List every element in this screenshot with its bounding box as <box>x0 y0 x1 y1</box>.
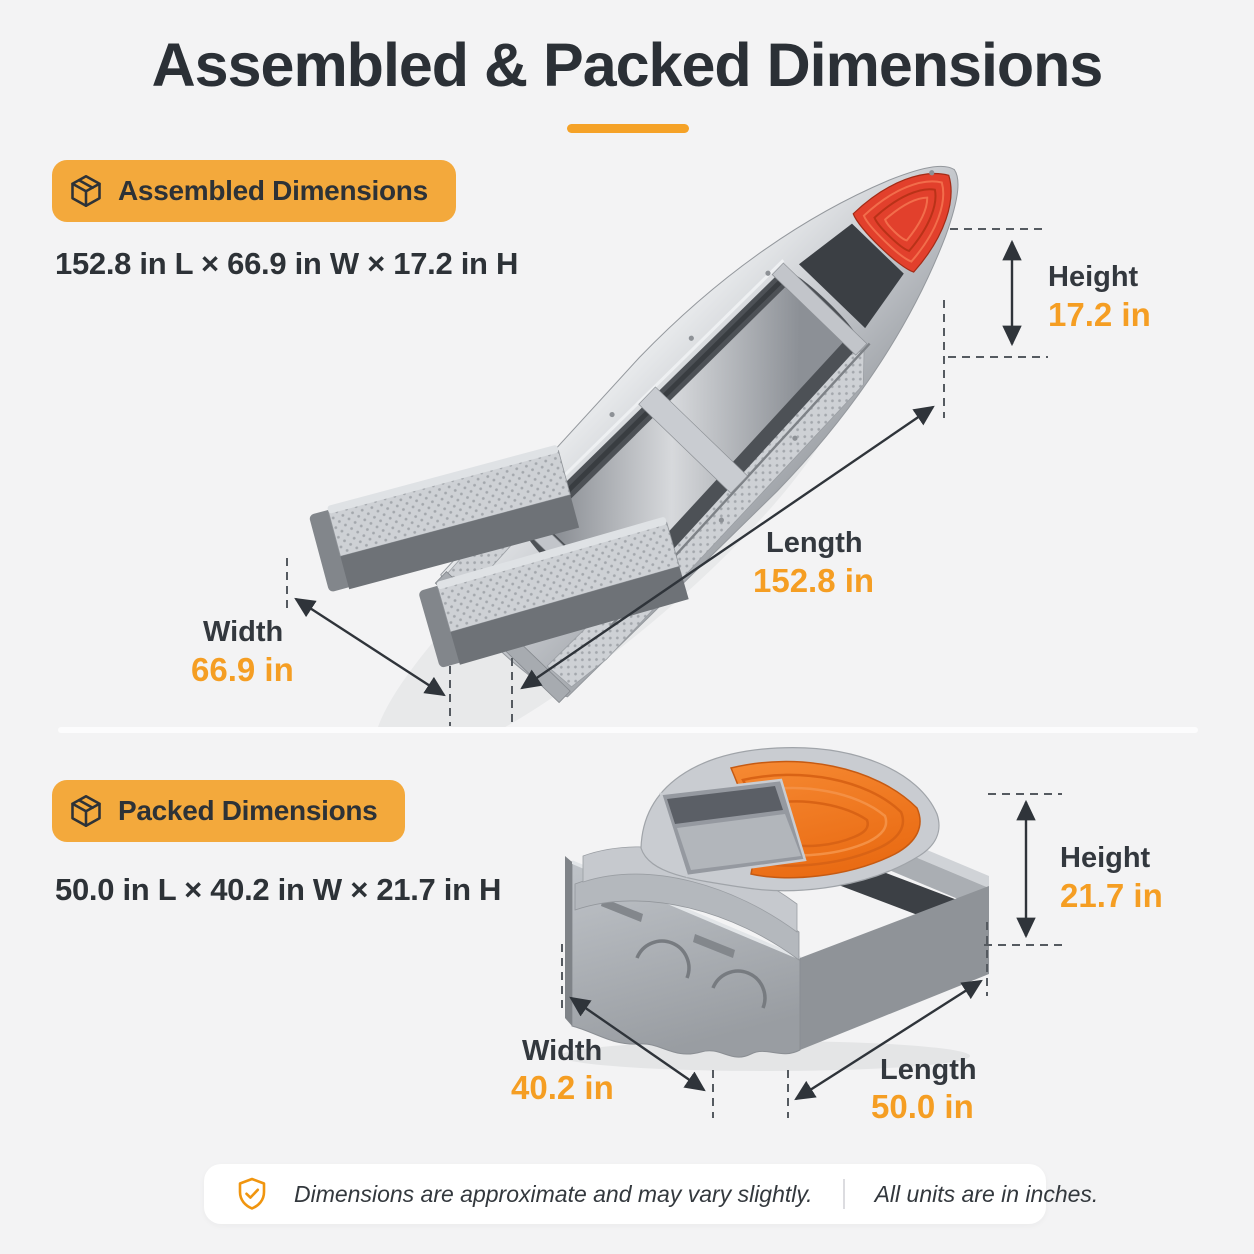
assembled-badge-label: Assembled Dimensions <box>118 175 428 206</box>
packed-height-value: 21.7 in <box>1060 877 1163 914</box>
assembled-length-value: 152.8 in <box>753 562 875 599</box>
footer-note-bar: Dimensions are approximate and may vary … <box>204 1164 1098 1224</box>
shield-check-icon <box>238 1177 266 1210</box>
page-title: Assembled & Packed Dimensions <box>151 31 1104 99</box>
packed-height-label: Height <box>1060 842 1151 874</box>
packed-width-value: 40.2 in <box>511 1069 614 1106</box>
assembled-height-value: 17.2 in <box>1048 296 1151 333</box>
assembled-width-label: Width <box>203 616 284 648</box>
assembled-boat-illustration <box>309 165 959 728</box>
packed-boat-illustration <box>560 747 989 1071</box>
packed-badge: Packed Dimensions <box>52 780 406 842</box>
footer-units-text: All units are in inches. <box>874 1180 1099 1207</box>
assembled-dimensions-summary: 152.8 in L × 66.9 in W × 17.2 in H <box>55 246 519 281</box>
package-box-icon <box>71 175 101 207</box>
packed-length-label: Length <box>880 1054 977 1086</box>
packed-dimensions-summary: 50.0 in L × 40.2 in W × 21.7 in H <box>55 872 502 907</box>
package-box-icon <box>71 795 101 827</box>
packed-badge-label: Packed Dimensions <box>118 795 378 826</box>
assembled-length-label: Length <box>766 527 863 559</box>
assembled-width-value: 66.9 in <box>191 651 294 688</box>
title-underline <box>567 124 689 133</box>
footer-note-text: Dimensions are approximate and may vary … <box>294 1180 813 1207</box>
bench-port <box>309 445 580 592</box>
bench-starboard <box>419 517 689 668</box>
packed-length-value: 50.0 in <box>871 1088 974 1125</box>
assembled-height-label: Height <box>1048 261 1139 293</box>
packed-width-label: Width <box>522 1035 603 1067</box>
assembled-badge: Assembled Dimensions <box>52 160 456 222</box>
footer-note-divider <box>842 1179 845 1209</box>
section-divider <box>58 727 1198 733</box>
